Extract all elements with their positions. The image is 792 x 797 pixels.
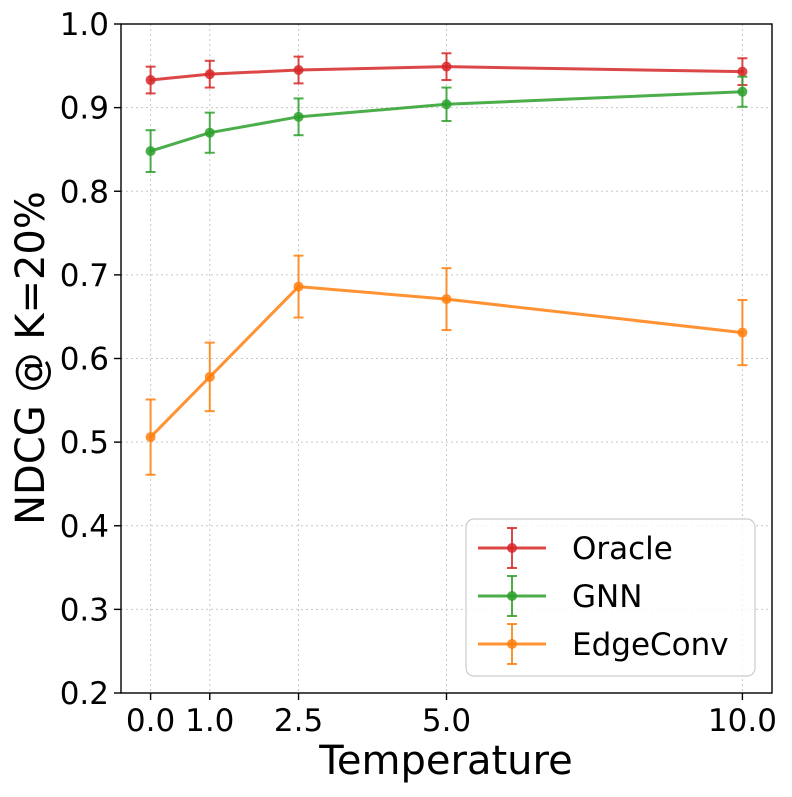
legend-marker	[507, 591, 517, 601]
legend-label: Oracle	[572, 531, 673, 567]
y-tick-label: 0.5	[60, 425, 109, 461]
x-tick-label: 5.0	[422, 703, 471, 739]
series-gnn	[145, 75, 748, 174]
y-tick-label: 0.4	[60, 509, 109, 545]
x-tick-label: 10.0	[708, 703, 777, 739]
y-axis-label: NDCG @ K=20%	[8, 191, 54, 525]
data-point	[293, 281, 304, 292]
y-tick-label: 0.9	[60, 91, 109, 127]
data-point	[145, 75, 156, 86]
y-tick-label: 0.3	[60, 592, 109, 628]
legend-entry-gnn: GNN	[478, 575, 642, 617]
data-point	[145, 146, 156, 157]
y-tick-label: 1.0	[60, 7, 109, 43]
legend-entry-edgeconv: EdgeConv	[478, 623, 729, 665]
data-point	[441, 61, 452, 72]
data-point	[204, 69, 215, 80]
x-axis-label: Temperature	[318, 738, 572, 784]
data-point	[737, 327, 748, 338]
data-point	[293, 111, 304, 122]
data-point	[204, 371, 215, 382]
series-layer	[145, 52, 748, 476]
data-point	[737, 86, 748, 97]
legend: Oracle GNN EdgeConv	[465, 518, 756, 677]
y-tick-label: 0.6	[60, 342, 109, 378]
x-tick-label: 1.0	[185, 703, 234, 739]
y-tick-label: 0.7	[60, 258, 109, 294]
tick-layer: 0.2 0.3 0.4 0.5 0.6 0.7 0.8 0.9 1.0 0.0 1.0 2.5 5.0 1…	[60, 7, 777, 739]
x-tick-label: 0.0	[126, 703, 175, 739]
data-point	[145, 432, 156, 443]
legend-label: GNN	[572, 579, 642, 615]
data-point	[441, 99, 452, 110]
legend-label: EdgeConv	[572, 627, 729, 663]
legend-frame	[465, 518, 756, 677]
legend-marker	[507, 639, 517, 649]
series-edgeconv	[145, 254, 748, 476]
legend-marker	[507, 543, 517, 553]
data-point	[441, 294, 452, 305]
x-tick-label: 2.5	[274, 703, 323, 739]
legend-items: Oracle GNN EdgeConv	[478, 527, 729, 665]
legend-entry-oracle: Oracle	[478, 527, 673, 569]
series-oracle	[145, 52, 748, 95]
data-point	[293, 64, 304, 75]
data-point	[204, 127, 215, 138]
y-tick-label: 0.2	[60, 676, 109, 712]
data-point	[737, 66, 748, 77]
y-tick-label: 0.8	[60, 174, 109, 210]
